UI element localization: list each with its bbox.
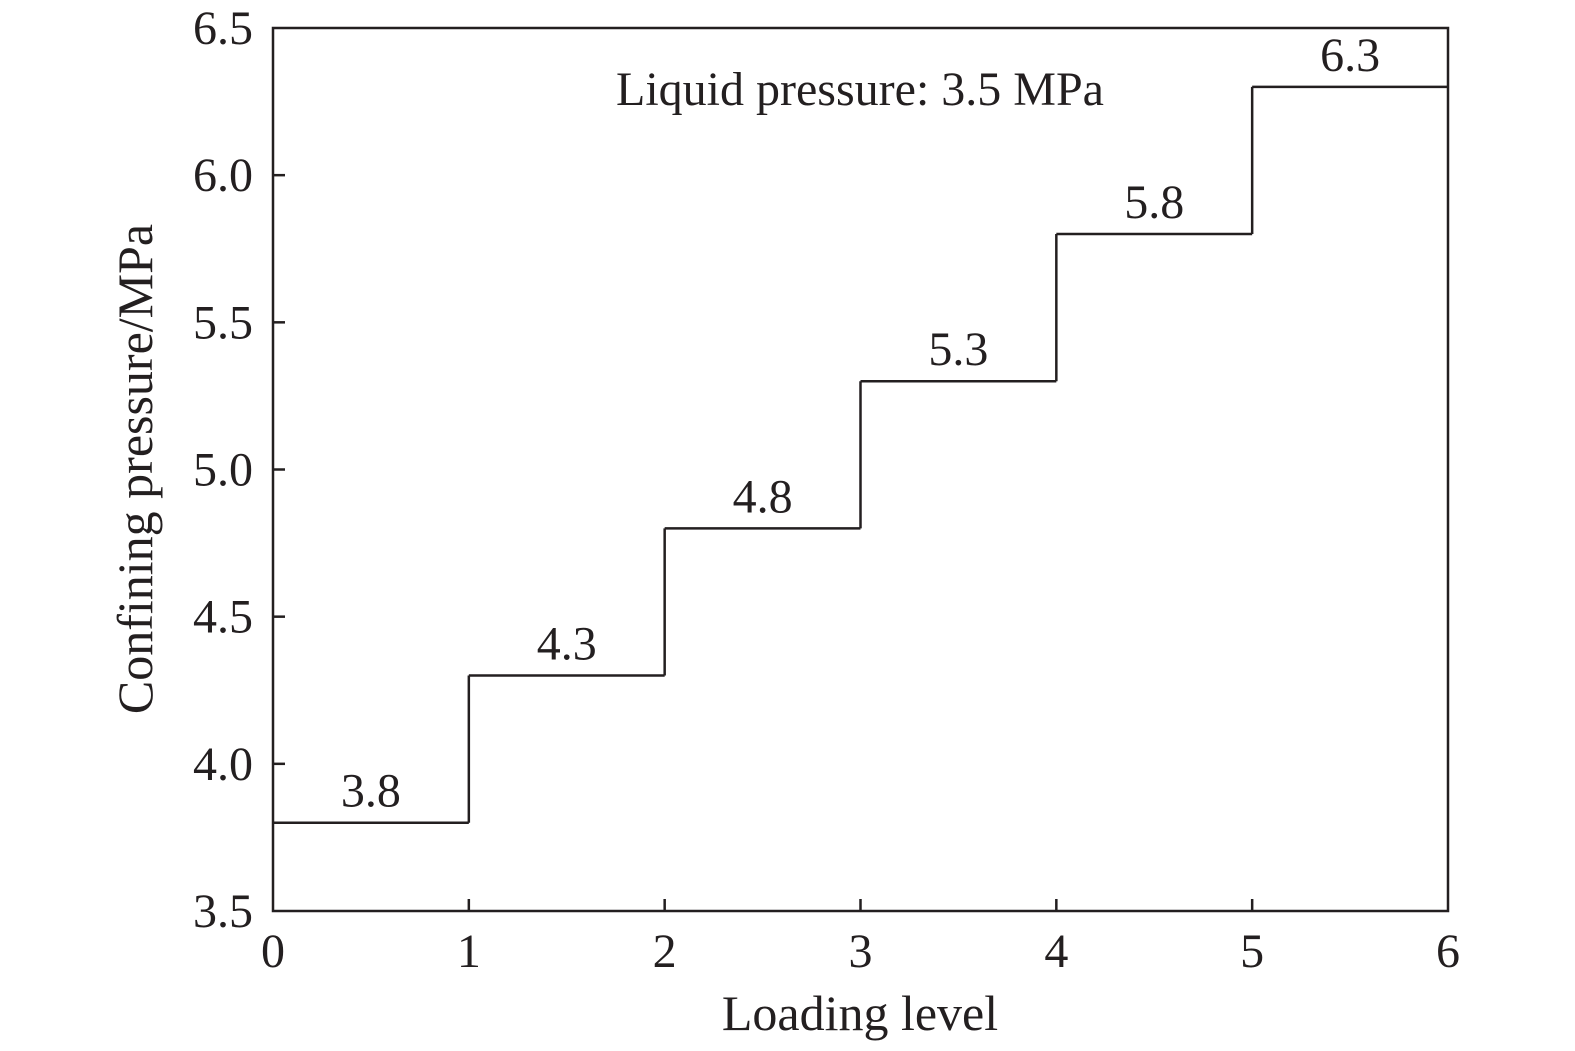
data-label: 4.3 (537, 618, 597, 671)
y-axis-ticks: 3.5 4.0 4.5 5.0 5.5 6.0 6.5 (193, 2, 285, 938)
x-axis-ticks: 0 1 2 3 4 5 6 (261, 899, 1460, 978)
y-tick-label: 4.5 (193, 591, 253, 644)
x-tick-label: 3 (849, 925, 873, 978)
data-label: 4.8 (733, 470, 793, 523)
y-axis-label: Confining pressure/MPa (107, 224, 163, 714)
x-tick-label: 6 (1436, 925, 1460, 978)
x-tick-label: 5 (1240, 925, 1264, 978)
x-axis-label: Loading level (722, 985, 998, 1041)
data-label: 3.8 (341, 765, 401, 818)
y-tick-label: 5.0 (193, 444, 253, 497)
y-tick-label: 3.5 (193, 885, 253, 938)
y-tick-label: 6.0 (193, 149, 253, 202)
data-label: 5.8 (1124, 176, 1184, 229)
data-label: 6.3 (1320, 29, 1380, 82)
x-tick-label: 2 (653, 925, 677, 978)
x-tick-label: 1 (457, 925, 481, 978)
value-labels: 3.8 4.3 4.8 5.3 5.8 6.3 (341, 29, 1380, 818)
x-tick-label: 0 (261, 925, 285, 978)
y-tick-label: 6.5 (193, 2, 253, 55)
x-tick-label: 4 (1044, 925, 1068, 978)
data-label: 5.3 (928, 323, 988, 376)
step-series (273, 85, 1448, 824)
y-tick-label: 5.5 (193, 296, 253, 349)
y-tick-label: 4.0 (193, 738, 253, 791)
annotation-liquid-pressure: Liquid pressure: 3.5 MPa (616, 63, 1104, 116)
